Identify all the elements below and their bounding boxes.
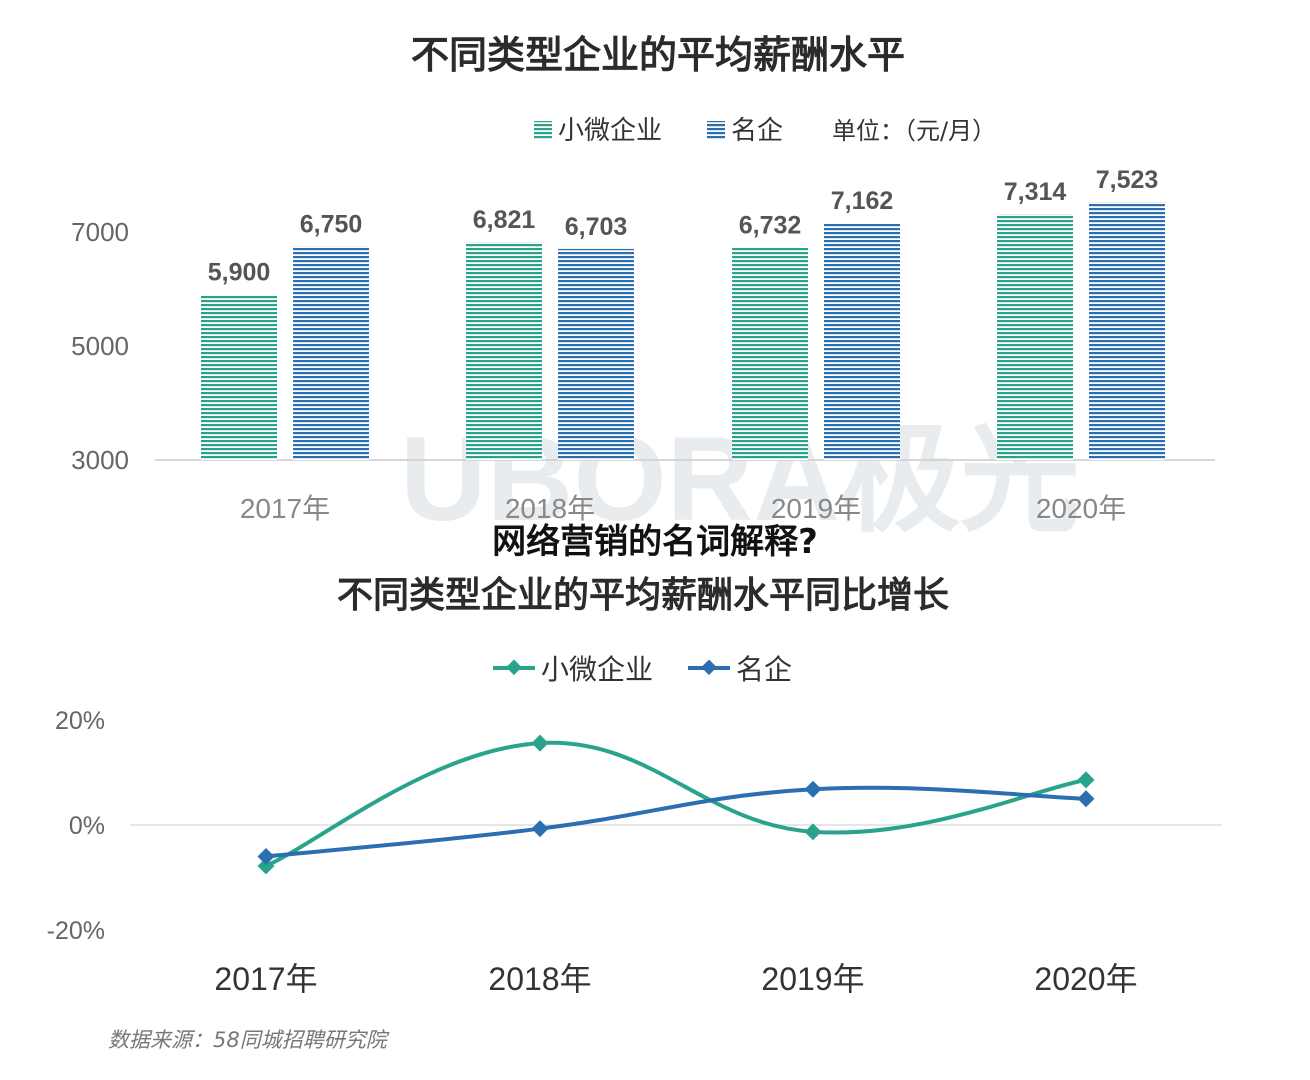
legend-swatch-large: [707, 121, 725, 139]
line-x-tick-label: 2017年: [214, 961, 317, 997]
line-point-large-1: [531, 820, 549, 838]
line-chart-title: 不同类型企业的平均薪酬水平同比增长: [337, 574, 949, 616]
bar-x-tick-label: 2020年: [1036, 493, 1126, 524]
line-point-small-3: [1077, 771, 1095, 789]
line-y-axis: 20% 0% -20%: [47, 707, 105, 945]
legend-label-small: 小微企业: [558, 116, 662, 146]
bar-large-0: [293, 246, 369, 460]
legend-label-large: 名企: [731, 116, 783, 146]
bar-x-tick-label: 2018年: [505, 493, 595, 524]
source-note: 数据来源：58同城招聘研究院: [108, 1028, 390, 1052]
bar-y-tick-label: 3000: [71, 445, 129, 475]
line-legend: 小微企业 名企: [493, 653, 792, 686]
bar-value-label: 5,900: [208, 259, 271, 287]
line-chart: 不同类型企业的平均薪酬水平同比增长 小微企业 名企 20% 0% -20% 2017…: [47, 574, 1222, 997]
line-x-tick-label: 2018年: [488, 961, 591, 997]
bar-marks: 5,900 6,750 6,821 6,703 6,732 7,162 7,314 7,523: [201, 166, 1165, 460]
bar-value-label: 6,732: [739, 211, 802, 239]
bar-y-tick-label: 5000: [71, 331, 129, 361]
overlay-title: 网络营销的名词解释?: [492, 522, 818, 562]
legend-marker-large: [701, 659, 717, 676]
bar-value-label: 7,314: [1004, 178, 1067, 206]
line-marks: [257, 734, 1095, 875]
bar-x-tick-label: 2019年: [771, 493, 861, 524]
bar-x-axis: 2017年 2018年 2019年 2020年: [240, 493, 1126, 524]
line-legend-label-small: 小微企业: [541, 653, 653, 686]
bar-value-label: 7,523: [1096, 166, 1159, 194]
bar-value-label: 6,821: [473, 206, 536, 234]
unit-label: 单位：（元/月）: [832, 117, 996, 145]
line-point-large-3: [1077, 790, 1095, 808]
bar-small-1: [466, 242, 542, 460]
bar-legend: 小微企业 名企 单位：（元/月）: [534, 116, 996, 146]
bar-large-2: [824, 222, 900, 460]
bar-small-2: [732, 247, 808, 460]
bar-y-axis: 7000 5000 3000: [71, 217, 129, 475]
line-point-small-1: [531, 734, 549, 752]
line-point-small-2: [804, 823, 822, 841]
bar-small-3: [997, 214, 1073, 460]
bar-small-0: [201, 294, 277, 460]
bar-value-label: 7,162: [831, 187, 894, 215]
bar-large-3: [1089, 202, 1165, 460]
line-point-large-2: [804, 780, 822, 798]
line-y-tick-label: 0%: [69, 812, 105, 840]
line-x-axis: 2017年 2018年 2019年 2020年: [214, 961, 1137, 997]
line-y-tick-label: -20%: [47, 917, 105, 945]
bar-y-tick-label: 7000: [71, 217, 129, 247]
bar-large-1: [558, 248, 634, 460]
line-series-small: [265, 740, 1087, 868]
line-point-large-0: [257, 848, 275, 865]
bar-value-label: 6,703: [565, 213, 628, 241]
bar-x-tick-label: 2017年: [240, 493, 330, 524]
line-legend-label-large: 名企: [736, 653, 792, 686]
legend-swatch-small: [534, 121, 552, 139]
bar-chart-title: 不同类型企业的平均薪酬水平: [411, 33, 905, 77]
line-y-tick-label: 20%: [55, 707, 105, 735]
line-x-tick-label: 2020年: [1034, 961, 1137, 997]
bar-chart: 不同类型企业的平均薪酬水平 小微企业 名企 单位：（元/月） 7000 5000 3…: [71, 33, 1215, 524]
line-x-tick-label: 2019年: [761, 961, 864, 997]
line-series-large: [265, 785, 1087, 859]
line-point-small-0: [257, 857, 275, 875]
legend-marker-small: [506, 659, 522, 676]
bar-value-label: 6,750: [300, 210, 363, 238]
